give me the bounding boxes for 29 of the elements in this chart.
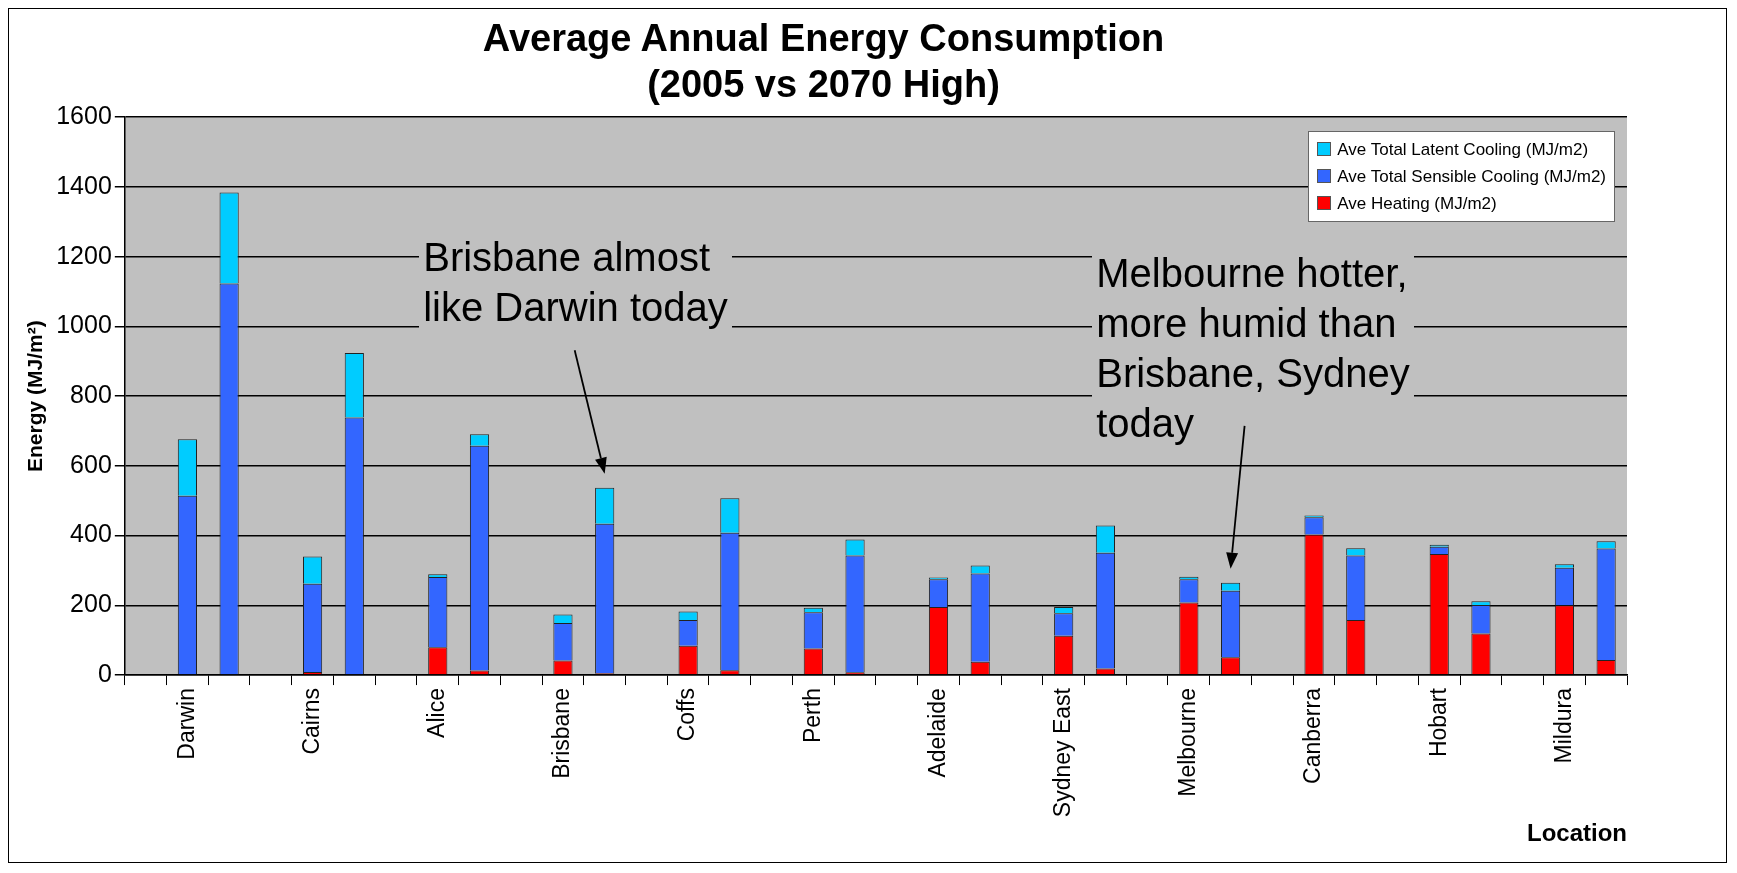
x-tick-label: Brisbane <box>548 688 575 779</box>
legend-label: Ave Total Latent Cooling (MJ/m2) <box>1336 139 1590 162</box>
y-tick-label: 1600 <box>56 101 112 130</box>
x-tick-label: Sydney East <box>1049 687 1076 818</box>
legend-label: Ave Total Sensible Cooling (MJ/m2) <box>1336 166 1606 189</box>
y-axis-title: Energy (MJ/m²) <box>23 320 47 472</box>
x-tick-label: Hobart <box>1424 687 1451 758</box>
y-tick-label: 600 <box>70 449 112 478</box>
x-tick-label: Canberra <box>1299 687 1326 784</box>
y-tick-label: 1000 <box>56 310 112 339</box>
y-tick-label: 1400 <box>56 170 112 199</box>
y-tick-label: 200 <box>70 589 112 618</box>
annotation: Brisbane almost like Darwin today <box>419 232 732 333</box>
x-tick-label: Coffs <box>673 688 700 742</box>
annotation: Melbourne hotter, more humid than Brisbane, Sydney today <box>1092 247 1414 448</box>
y-tick-label: 400 <box>70 519 112 548</box>
x-tick-label: Cairns <box>297 688 324 755</box>
x-tick-label: Perth <box>798 688 825 744</box>
chart-title: Average Annual Energy Consumption (2005 vs 2070 High) <box>482 17 1165 105</box>
x-tick-label: Melbourne <box>1174 688 1201 797</box>
legend-label: Ave Heating (MJ/m2) <box>1336 193 1498 216</box>
x-tick-label: Darwin <box>172 688 199 760</box>
x-tick-label: Adelaide <box>923 688 950 778</box>
y-tick-label: 800 <box>70 380 112 409</box>
x-tick-label: Alice <box>423 688 450 738</box>
x-tick-label: Mildura <box>1549 687 1576 764</box>
y-tick-label: 0 <box>97 658 112 687</box>
y-tick-label: 1200 <box>56 240 112 269</box>
x-axis-title: Location <box>1527 819 1627 847</box>
